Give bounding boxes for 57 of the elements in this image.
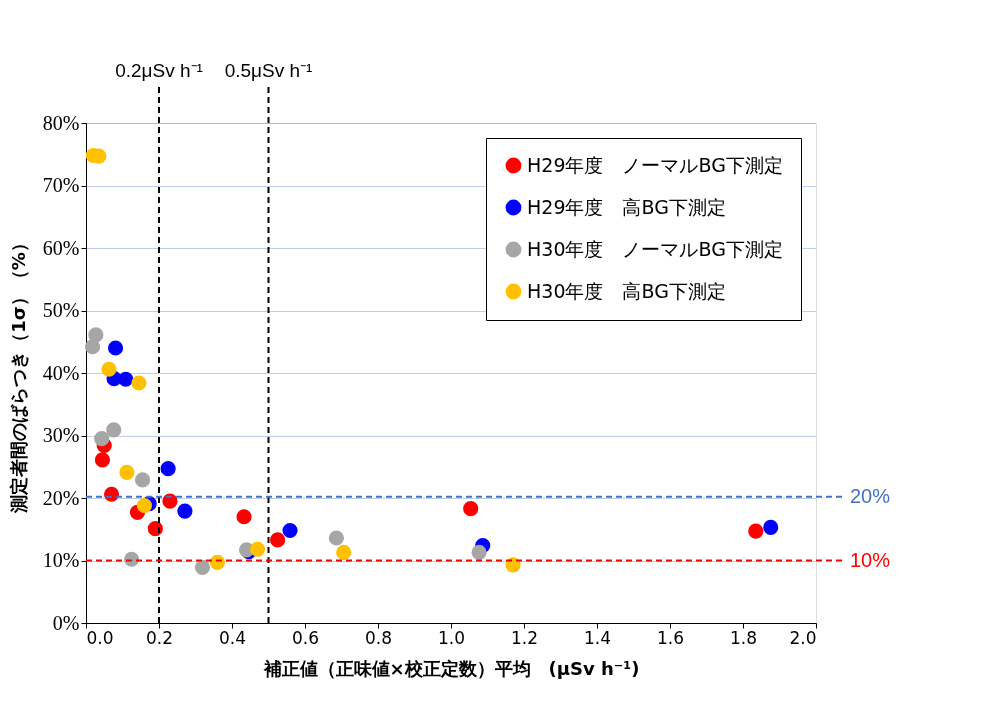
point bbox=[162, 493, 178, 509]
point bbox=[119, 464, 135, 480]
point bbox=[134, 472, 151, 488]
x-tick-label: 1.8 bbox=[729, 627, 758, 648]
ref-line-label: 0.2μSv h⁻¹ bbox=[115, 60, 203, 81]
x-tick-label: 0.0 bbox=[86, 627, 114, 648]
point bbox=[336, 544, 352, 560]
y-tick-label: 50% bbox=[42, 299, 80, 321]
point bbox=[118, 371, 134, 387]
y-tick-label: 10% bbox=[42, 549, 80, 571]
point bbox=[103, 486, 120, 502]
point bbox=[249, 541, 266, 557]
legend-label: H30年度 高BG下測定 bbox=[527, 279, 726, 302]
point bbox=[282, 522, 298, 539]
y-tick-label: 70% bbox=[42, 174, 80, 196]
ref-line-label: 10% bbox=[850, 548, 891, 571]
x-tick-label: 0.6 bbox=[291, 627, 320, 648]
point bbox=[236, 509, 252, 525]
x-tick-label: 0.4 bbox=[218, 627, 247, 648]
point bbox=[136, 497, 152, 514]
y-tick-label: 30% bbox=[42, 424, 80, 446]
point bbox=[131, 375, 147, 391]
point bbox=[147, 521, 163, 537]
point bbox=[194, 559, 211, 575]
point bbox=[94, 431, 110, 447]
x-axis-title: 補正値（正味値×校正定数）平均 (μSv h⁻¹) bbox=[262, 657, 640, 679]
point bbox=[160, 461, 176, 477]
point bbox=[463, 501, 479, 517]
point bbox=[177, 503, 193, 519]
x-tick-label: 1.2 bbox=[510, 627, 539, 648]
legend-label: H29年度 高BG下測定 bbox=[527, 195, 726, 218]
legend-label: H29年度 ノーマルBG下測定 bbox=[527, 153, 783, 176]
x-tick-label: 1.4 bbox=[583, 627, 612, 648]
point bbox=[748, 523, 764, 539]
x-tick-label: 2.0 bbox=[789, 627, 817, 648]
ref-line-label: 0.5μSv h⁻¹ bbox=[224, 60, 313, 81]
point bbox=[763, 519, 779, 535]
point bbox=[94, 452, 111, 468]
legend-label: H30年度 ノーマルBG下測定 bbox=[527, 237, 783, 260]
x-tick-label: 0.2 bbox=[145, 627, 174, 648]
y-tick-label: 20% bbox=[42, 486, 80, 509]
x-tick-label: 1.6 bbox=[656, 627, 685, 648]
point bbox=[107, 340, 124, 356]
point bbox=[270, 532, 286, 548]
point bbox=[106, 422, 122, 438]
y-tick-label: 40% bbox=[42, 361, 80, 384]
y-tick-label: 0% bbox=[52, 611, 80, 634]
y-tick-label: 80% bbox=[42, 111, 80, 134]
y-axis-title: 測定者間のばらつき（1σ）（%） bbox=[7, 234, 29, 514]
x-tick-label: 1.0 bbox=[437, 627, 466, 648]
point bbox=[84, 339, 101, 355]
x-tick-label: 0.8 bbox=[364, 627, 393, 648]
ref-line-label: 20% bbox=[850, 484, 891, 507]
point bbox=[101, 361, 117, 377]
point bbox=[471, 544, 487, 560]
point bbox=[328, 530, 344, 546]
y-tick-label: 60% bbox=[42, 236, 80, 259]
